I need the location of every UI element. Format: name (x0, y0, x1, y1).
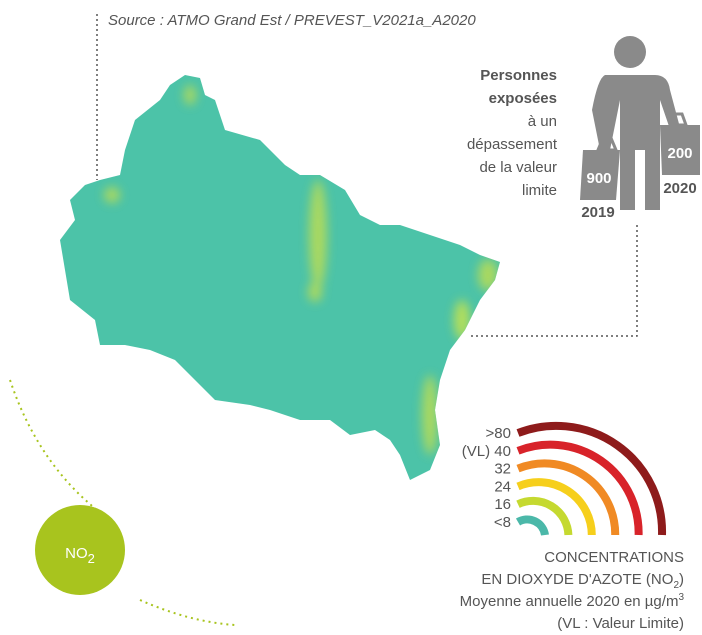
bag-value: 900 (586, 170, 611, 187)
text-line: à un (528, 113, 557, 130)
text-line: de la valeur (479, 159, 557, 176)
exposure-text: Personnes exposées à un dépassement de l… (467, 67, 558, 199)
caption-text: EN DIOXYDE D'AZOTE (NO (481, 571, 673, 588)
heading: exposées (489, 90, 557, 107)
caption-text: Moyenne annuelle 2020 en µg/m (460, 593, 679, 610)
bag-year: 2019 (581, 204, 614, 221)
caption-text: ) (679, 571, 684, 588)
text-line: dépassement (467, 136, 558, 153)
caption-line: EN DIOXYDE D'AZOTE (NO2) (481, 571, 684, 591)
legend-arc (516, 421, 667, 536)
legend-label: 32 (494, 461, 511, 478)
person-icon (580, 36, 700, 210)
legend-arc (516, 459, 620, 536)
bag-value: 200 (667, 145, 692, 162)
text-line: limite (522, 182, 557, 199)
legend-label: <8 (494, 514, 511, 531)
legend-arc (515, 515, 549, 536)
caption-sup: 3 (678, 592, 684, 603)
badge-sub: 2 (88, 551, 95, 566)
caption-sub: 2 (673, 580, 679, 591)
legend-label: 24 (494, 478, 511, 495)
legend-arc (516, 478, 596, 536)
badge (35, 505, 125, 595)
decor-arc (9, 379, 236, 626)
badge-text: NO (65, 545, 88, 562)
caption-line: Moyenne annuelle 2020 en µg/m3 (460, 592, 685, 610)
caption-line: (VL : Valeur Limite) (557, 615, 684, 632)
legend-label: 16 (494, 496, 511, 513)
legend-arc (516, 440, 643, 536)
legend-label: (VL) 40 (462, 443, 511, 460)
legend-arc (516, 496, 573, 536)
region-map (60, 75, 500, 480)
source: Source : ATMO Grand Est / PREVEST_V2021a… (108, 12, 476, 29)
legend-label: >80 (486, 425, 511, 442)
bag-year: 2020 (663, 180, 696, 197)
legend-caption: CONCENTRATIONS EN DIOXYDE D'AZOTE (NO2) … (460, 549, 685, 632)
badge-label: NO2 (65, 545, 95, 566)
leader-line (470, 225, 638, 337)
heading: Personnes (480, 67, 557, 84)
caption-line: CONCENTRATIONS (544, 549, 684, 566)
